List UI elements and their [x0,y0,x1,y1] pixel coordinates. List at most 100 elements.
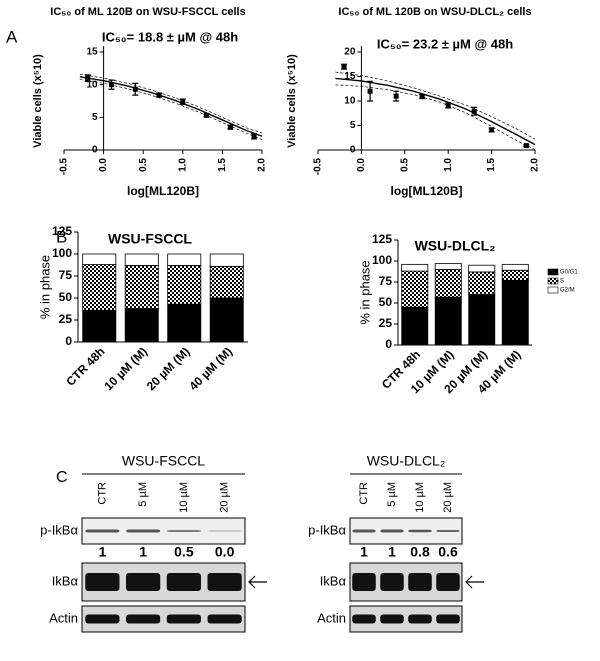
bar-segment [501,263,529,271]
x-tick-label: 1.5 [486,158,497,172]
chart-title: WSU-FSCCL [108,231,192,247]
x-tick-label: 0.0 [98,158,109,172]
x-tick-label: 2.0 [257,158,268,172]
arrow [465,575,484,589]
row-label: Actin [317,610,346,625]
x-tick-label: 40 µM (M) [186,344,235,393]
bar-segment [167,253,202,266]
panel-label: A [6,27,18,46]
band [207,573,242,591]
quantification: 0.5 [174,544,194,560]
chart-title: WSU-DLCL₂ [415,238,496,254]
data-point [489,127,495,133]
bar-segment [209,297,244,343]
quantification: 0.0 [215,544,235,560]
band [126,573,161,591]
bar-segment [401,270,429,308]
x-tick-label: 1.5 [217,158,228,172]
y-tick-label: 25 [59,312,73,326]
y-tick-label: 0 [92,145,98,156]
legend-swatch [547,277,559,285]
quantification: 1 [360,544,368,560]
confidence-band [335,71,536,140]
bar-segment [82,264,117,311]
x-tick-label: CTR 48h [63,344,107,388]
legend-label: G0/G1 [560,270,578,276]
band [166,573,201,591]
x-axis-label: log[ML120B] [391,184,463,198]
band [408,529,432,533]
y-axis-label: Viable cells (x⁵10) [286,54,298,148]
data-point [393,93,399,99]
x-tick-label: -0.5 [59,158,70,176]
data-point [109,82,115,88]
band [166,530,201,532]
bar-segment [124,265,159,309]
data-point [251,133,257,139]
row-label: IkBα [52,573,79,588]
y-tick-label: 75 [379,274,393,288]
band [380,529,404,533]
arrow [248,575,267,589]
confidence-band [335,84,536,150]
band [85,614,120,624]
legend-label: S [560,279,564,285]
band [436,530,460,532]
band [85,573,120,591]
band [380,573,404,591]
y-tick-label: 15 [344,71,356,82]
cell-line-label: WSU-FSCCL [122,453,205,469]
fit-curve [79,76,263,137]
band [126,529,161,533]
band [207,614,242,624]
x-axis-label: log[ML120B] [127,184,199,198]
row-label: IkBα [320,573,347,588]
bar-segment [434,296,462,346]
bar-segment [468,294,496,346]
row-label: p-IkBα [40,522,78,537]
y-tick-label: 0 [385,337,392,351]
band [126,614,161,624]
data-point [341,64,347,70]
bar-segment [434,268,462,298]
data-point [419,94,425,100]
band [166,614,201,624]
y-tick-label: 25 [379,316,393,330]
data-point [471,108,477,114]
data-point [523,143,529,149]
annotation: IC₅₀= 18.8 ± µM @ 48h [102,29,238,44]
bar-segment [82,253,117,265]
panel-label: B [56,227,67,246]
y-tick-label: 15 [86,47,98,58]
bar-segment [124,308,159,343]
y-tick-label: 50 [59,290,73,304]
bar-segment [468,264,496,273]
band [207,530,242,532]
y-tick-label: 100 [372,253,392,267]
data-point [367,88,373,94]
y-axis-label: % in phase [37,255,52,319]
bar-segment [82,309,117,343]
quantification: 1 [139,544,147,560]
data-point [204,112,210,118]
bar-segment [501,279,529,346]
data-point [85,75,91,81]
lane-label: 20 µM [219,482,231,513]
bar-segment [501,269,529,281]
band [380,614,404,624]
x-tick-label: 20 µM (M) [144,344,193,393]
confidence-band [79,79,263,140]
x-tick-label: 1.0 [177,158,188,172]
lane-label: 5 µM [137,482,149,507]
x-tick-label: 0.5 [399,158,410,172]
bar-segment [167,265,202,305]
quantification: 0.8 [410,544,430,560]
y-tick-label: 5 [92,112,98,123]
bar-segment [209,253,244,267]
lane-label: CTR [358,482,370,505]
y-tick-label: 10 [86,79,98,90]
lane-label: 10 µM [178,482,190,513]
x-tick-label: -0.5 [313,158,324,176]
y-tick-label: 75 [59,268,73,282]
lane-label: 10 µM [414,482,426,513]
